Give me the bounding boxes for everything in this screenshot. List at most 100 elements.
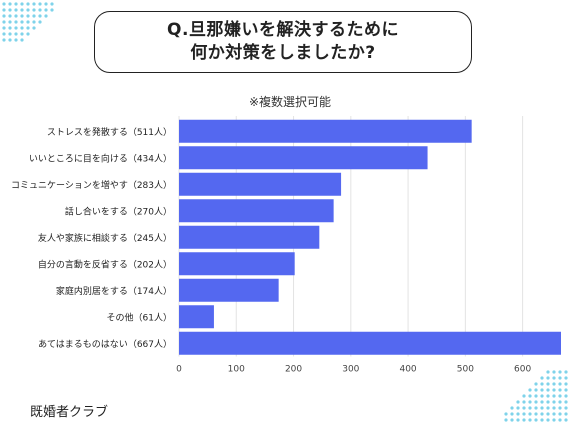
decorative-dot [546, 376, 550, 380]
bar [179, 199, 334, 223]
decorative-dot [14, 8, 18, 12]
decorative-dot [50, 2, 54, 6]
decorative-dot [20, 38, 24, 42]
x-tick-labels: 0 100 200 300 400 500 600 [176, 365, 531, 375]
decorative-dot [38, 14, 42, 18]
decorative-dot [510, 418, 514, 422]
decorative-dot [540, 376, 544, 380]
x-tick-label: 200 [285, 365, 302, 375]
decorative-dot [540, 412, 544, 416]
category-label: ストレスを発散する（511人） [47, 126, 172, 138]
decorative-dot [8, 2, 12, 6]
decorative-dot [8, 20, 12, 24]
category-label: 話し合いをする（270人） [65, 205, 172, 217]
decorative-dot [552, 370, 556, 374]
decorative-dot [44, 8, 48, 12]
decorative-dot [2, 38, 6, 42]
decorative-dot [564, 382, 568, 386]
decorative-dot [534, 394, 538, 398]
decorative-dot [558, 412, 562, 416]
decorative-dot [558, 370, 562, 374]
decorative-dot [564, 370, 568, 374]
decorative-dot [546, 406, 550, 410]
bars [179, 119, 561, 355]
decorative-dot [20, 8, 24, 12]
bar [179, 146, 428, 170]
decorative-dot [2, 32, 6, 36]
x-tick-label: 100 [228, 365, 245, 375]
decorative-dot [552, 400, 556, 404]
category-labels: ストレスを発散する（511人） いいところに目を向ける（434人） コミュニケーショ… [11, 126, 172, 350]
decorative-dot [14, 20, 18, 24]
decorative-dot [564, 400, 568, 404]
decorative-dot [564, 418, 568, 422]
decorative-dot [528, 406, 532, 410]
decorative-dot [546, 400, 550, 404]
decorative-dot [522, 394, 526, 398]
decorative-dot [564, 412, 568, 416]
decorative-dot [540, 406, 544, 410]
decorative-dot [2, 8, 6, 12]
decorative-dot [8, 26, 12, 30]
decorative-dot [558, 382, 562, 386]
title-line-1: Q.旦那嫌いを解決するために [167, 20, 399, 40]
decorative-dot [8, 38, 12, 42]
decorative-dot [552, 394, 556, 398]
decorative-dot [516, 400, 520, 404]
decorative-dot [44, 2, 48, 6]
bar [179, 305, 214, 329]
decorative-dot [20, 26, 24, 30]
decorative-dot [38, 2, 42, 6]
decorative-dot [2, 14, 6, 18]
decorative-dot [2, 20, 6, 24]
decorative-dot [558, 394, 562, 398]
decorative-dot [564, 388, 568, 392]
decorative-dot [510, 406, 514, 410]
decorative-dot [546, 394, 550, 398]
decorative-dot [564, 394, 568, 398]
decorative-dot-pattern-bottom-right [504, 370, 568, 422]
decorative-dot [516, 406, 520, 410]
decorative-dot [546, 388, 550, 392]
decorative-dot [552, 406, 556, 410]
decorative-dot [510, 412, 514, 416]
decorative-dot [540, 394, 544, 398]
x-tick-label: 400 [399, 365, 416, 375]
x-tick-label: 300 [342, 365, 359, 375]
decorative-dot [552, 388, 556, 392]
decorative-dot [2, 2, 6, 6]
decorative-dot [540, 388, 544, 392]
decorative-dot [8, 8, 12, 12]
decorative-dot [522, 406, 526, 410]
decorative-dot [32, 2, 36, 6]
x-tick-label: 500 [457, 365, 474, 375]
decorative-dot [540, 382, 544, 386]
decorative-dot [534, 406, 538, 410]
category-label: いいところに目を向ける（434人） [29, 152, 172, 164]
decorative-dot [534, 418, 538, 422]
decorative-dot [546, 412, 550, 416]
brand-name: 既婚者クラブ [30, 405, 109, 420]
decorative-dot [552, 382, 556, 386]
decorative-dot [534, 382, 538, 386]
decorative-dot [14, 26, 18, 30]
category-label: その他（61人） [107, 311, 172, 323]
decorative-dot [516, 418, 520, 422]
bar [179, 252, 295, 276]
bar [179, 278, 279, 302]
decorative-dot [540, 418, 544, 422]
decorative-dot [522, 418, 526, 422]
decorative-dot [522, 412, 526, 416]
decorative-dot [528, 394, 532, 398]
decorative-dot [534, 388, 538, 392]
bar [179, 225, 320, 249]
decorative-dot [552, 412, 556, 416]
decorative-dot [38, 20, 42, 24]
decorative-dot [534, 412, 538, 416]
decorative-dot [552, 418, 556, 422]
decorative-dot [26, 32, 30, 36]
decorative-dot [552, 376, 556, 380]
category-label: 友人や家族に相談する（245人） [38, 232, 172, 244]
decorative-dot [558, 388, 562, 392]
